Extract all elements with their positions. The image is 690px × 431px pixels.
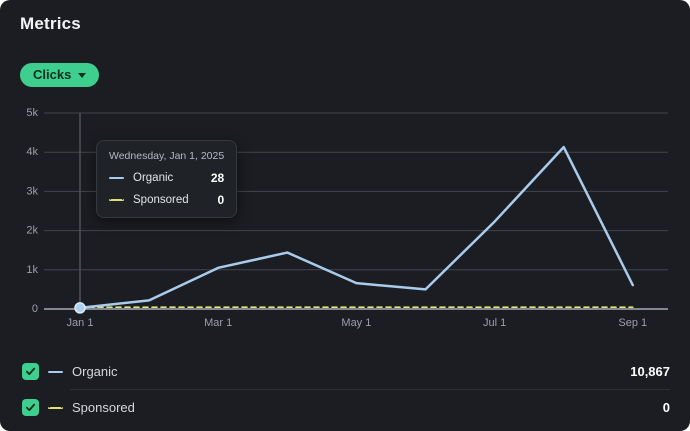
y-axis-tick-label: 5k	[26, 107, 38, 119]
y-axis-tick-label: 1k	[26, 264, 38, 276]
legend-divider	[70, 389, 670, 390]
y-axis-tick-label: 2k	[26, 225, 38, 237]
x-axis-tick-label: Jul 1	[483, 317, 506, 329]
legend-sponsored-total: 0	[662, 400, 670, 415]
metric-select-button[interactable]: Clicks	[20, 63, 100, 87]
y-axis-tick-label: 0	[32, 303, 38, 315]
organic-line-swatch-icon	[48, 370, 63, 373]
legend-row-sponsored: Sponsored 0	[0, 390, 690, 425]
checkmark-icon	[25, 367, 36, 375]
chart-tooltip: Wednesday, Jan 1, 2025 Organic 28 Sponso…	[96, 140, 238, 218]
organic-series-line	[78, 145, 635, 310]
tooltip-row-sponsored: Sponsored 0	[109, 193, 224, 207]
x-axis-tick-label: Mar 1	[204, 317, 232, 329]
page-title: Metrics	[20, 14, 81, 33]
x-axis-tick-label: Sep 1	[618, 317, 647, 329]
y-axis-tick-label: 4k	[26, 146, 38, 158]
sponsored-line-swatch-icon	[48, 406, 63, 409]
legend-sponsored-label: Sponsored	[72, 400, 135, 415]
x-axis-tick-label: Jan 1	[67, 317, 94, 329]
sponsored-checkbox[interactable]	[22, 399, 39, 416]
tooltip-sponsored-value: 0	[217, 193, 225, 207]
tooltip-date: Wednesday, Jan 1, 2025	[109, 150, 225, 162]
x-axis-tick-label: May 1	[341, 317, 371, 329]
y-axis-tick-label: 3k	[26, 185, 38, 197]
legend-organic-total: 10,867	[630, 364, 670, 379]
tooltip-row-organic: Organic 28	[109, 171, 224, 185]
sponsored-line-swatch-icon	[109, 199, 124, 201]
tooltip-sponsored-label: Sponsored	[133, 194, 189, 206]
chevron-down-icon	[78, 72, 87, 78]
checkmark-icon	[25, 403, 36, 411]
clicks-chart-area[interactable]: 0 1k 2k 3k 4k 5k Jan 1 Mar 1 May 1 Jul 1 Sep 1	[0, 100, 690, 335]
clicks-chart[interactable]: 0 1k 2k 3k 4k 5k Jan 1 Mar 1 May 1 Jul 1 Sep 1	[0, 100, 690, 335]
organic-line-swatch-icon	[109, 177, 124, 179]
hover-point-dot	[74, 302, 86, 314]
legend-organic-label: Organic	[72, 364, 118, 379]
organic-checkbox[interactable]	[22, 363, 39, 380]
tooltip-organic-label: Organic	[133, 172, 174, 184]
tooltip-organic-value: 28	[210, 171, 225, 185]
metric-select-label: Clicks	[33, 67, 72, 82]
chart-legend: Organic 10,867 Sponsored 0	[0, 354, 690, 425]
legend-row-organic: Organic 10,867	[0, 354, 690, 389]
